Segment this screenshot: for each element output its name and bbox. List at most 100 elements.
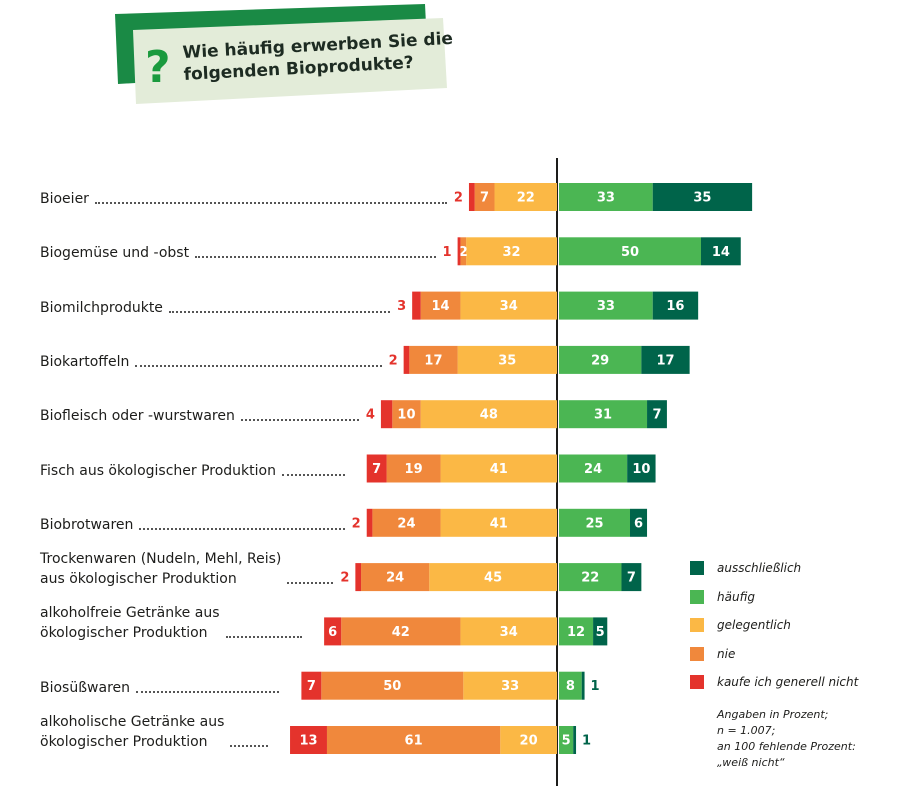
- value-label: 13: [299, 734, 317, 749]
- category-text: Biogemüse und -obst: [40, 245, 190, 262]
- value-label: 6: [634, 516, 643, 531]
- bar-segment: [366, 454, 387, 483]
- bar-segment: [361, 563, 430, 592]
- bar-segment: [355, 563, 362, 592]
- bar-segment: [652, 183, 753, 211]
- title-banner: [133, 18, 447, 104]
- leader-dots: [230, 745, 269, 747]
- value-label: 7: [307, 679, 316, 694]
- bar-segment: [641, 345, 690, 374]
- bar-segment: [463, 671, 557, 700]
- leader-dots: [168, 310, 391, 313]
- bar-segment: [301, 671, 322, 700]
- bar-segment: [559, 726, 574, 754]
- leader-dots: [240, 419, 359, 422]
- bar-segment: [494, 183, 557, 211]
- bar-segment: [630, 508, 648, 537]
- value-label: 10: [632, 462, 650, 477]
- category-label: alkoholfreie Getränke aus ökologischer P…: [40, 603, 303, 643]
- value-label: 7: [627, 571, 636, 586]
- bar-segment: [457, 345, 557, 374]
- category-label: Biobrotwaren: [40, 515, 345, 535]
- bar-segment: [386, 454, 441, 483]
- value-label: 2: [389, 353, 398, 368]
- value-label: 17: [656, 353, 674, 368]
- value-label: 2: [340, 571, 349, 586]
- category-text: Biokartoffeln: [40, 353, 130, 370]
- value-label: 14: [432, 299, 450, 314]
- category-text: Biofleisch oder -wurstwaren: [40, 408, 235, 425]
- leader-dots: [136, 690, 280, 693]
- value-label: 42: [392, 625, 410, 640]
- value-label: 48: [480, 408, 498, 423]
- value-label: 32: [503, 245, 521, 260]
- bar-segment: [460, 237, 467, 266]
- value-label: 24: [397, 516, 415, 531]
- category-label: Fisch aus ökologischer Produktion: [40, 461, 345, 481]
- value-label: 16: [666, 299, 684, 314]
- value-label: 10: [397, 408, 415, 423]
- value-label: 24: [584, 462, 602, 477]
- bar-segment: [559, 563, 622, 592]
- value-label: 50: [621, 245, 639, 260]
- category-label: Trockenwaren (Nudeln, Mehl, Reis) aus ök…: [40, 549, 334, 589]
- value-label: 33: [501, 679, 519, 694]
- bar-segment: [701, 237, 741, 266]
- category-text: Biobrotwaren: [40, 516, 134, 533]
- category-text: Trockenwaren (Nudeln, Mehl, Reis) aus ök…: [40, 551, 282, 588]
- value-label: 5: [596, 625, 605, 640]
- value-label: 14: [712, 245, 730, 260]
- value-label: 24: [386, 571, 404, 586]
- bar-segment: [500, 726, 557, 754]
- category-text: alkoholfreie Getränke aus ökologischer P…: [40, 605, 220, 642]
- bar-segment: [409, 345, 458, 374]
- category-label: Biosüßwaren: [40, 678, 280, 698]
- value-label: 41: [490, 462, 508, 477]
- category-text: alkoholische Getränke aus ökologischer P…: [40, 714, 225, 750]
- value-label: 1: [591, 679, 600, 694]
- bar-segment: [429, 563, 557, 592]
- bar-segment: [581, 671, 585, 700]
- bar-segment: [420, 400, 557, 429]
- legend-swatch: [690, 589, 704, 604]
- category-label: Biomilchprodukte: [40, 298, 391, 318]
- value-label: 31: [594, 408, 612, 423]
- bar-segment: [380, 400, 393, 429]
- leader-dots: [281, 473, 345, 476]
- value-label: 25: [585, 516, 603, 531]
- value-label: 29: [591, 353, 609, 368]
- value-label: 7: [652, 408, 661, 423]
- bar-segment: [559, 291, 653, 320]
- value-label: 33: [597, 191, 615, 206]
- category-text: Biosüßwaren: [40, 679, 131, 696]
- bar-segment: [652, 291, 699, 320]
- value-label: 12: [567, 625, 585, 640]
- value-label: 33: [597, 299, 615, 314]
- value-label: 8: [566, 679, 575, 694]
- value-label: 19: [405, 462, 423, 477]
- value-label: 41: [490, 516, 508, 531]
- leader-dots: [135, 364, 382, 367]
- value-label: 35: [693, 191, 711, 206]
- bar-segment: [290, 726, 327, 754]
- bar-segment: [573, 726, 577, 754]
- bar-segment: [326, 726, 501, 754]
- value-label: 45: [484, 571, 502, 586]
- bar-segment: [559, 237, 701, 266]
- bar-segment: [412, 291, 421, 320]
- value-label: 35: [498, 353, 516, 368]
- bar-segment: [647, 400, 667, 429]
- value-label: 20: [520, 734, 538, 749]
- category-text: Biomilchprodukte: [40, 299, 163, 316]
- bar-segment: [321, 671, 464, 700]
- legend-swatch: [690, 561, 704, 575]
- note: Angaben in Prozent; n = 1.007; an 100 fe…: [717, 708, 856, 769]
- category-label: alkoholische Getränke aus ökologischer P…: [40, 712, 269, 752]
- category-label: Bioeier: [40, 189, 447, 209]
- bar-segment: [460, 617, 557, 646]
- value-label: 3: [397, 299, 406, 314]
- leader-dots: [195, 256, 436, 259]
- bar-segment: [341, 617, 461, 646]
